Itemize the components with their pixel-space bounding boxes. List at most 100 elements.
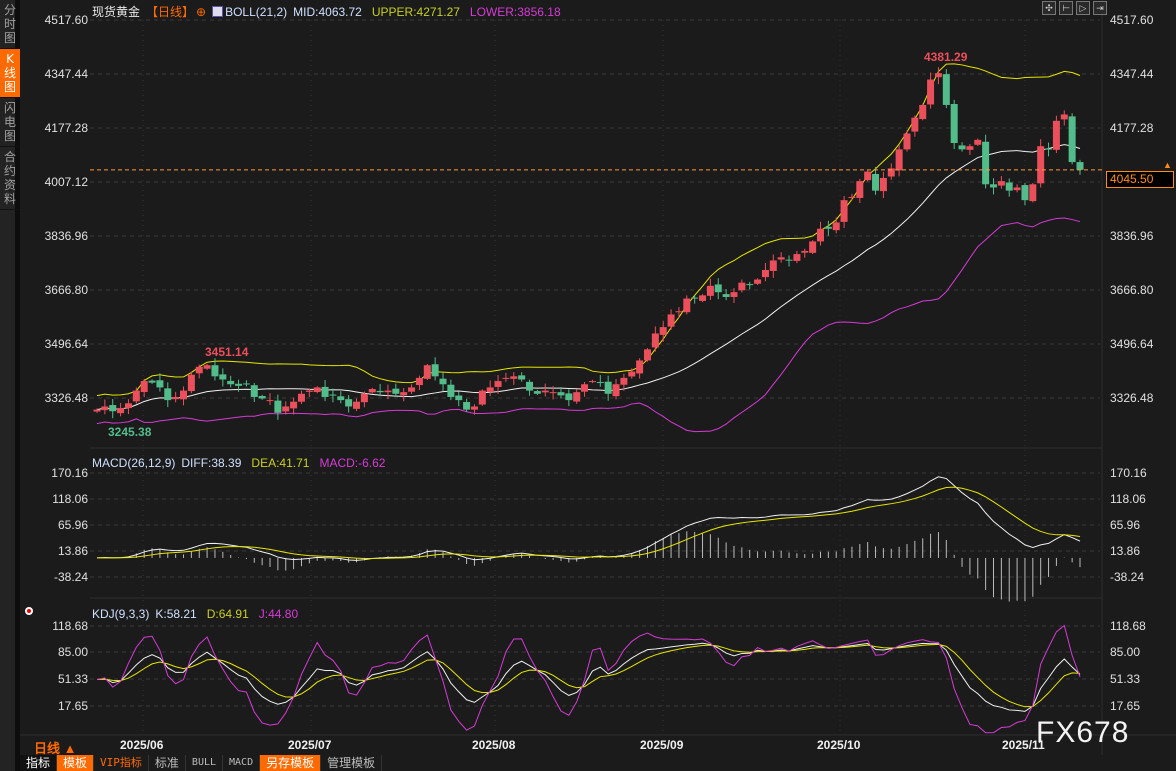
- candle-body: [337, 396, 345, 401]
- y-tick-label: 85.00: [1110, 645, 1141, 659]
- tab-templates[interactable]: 模板: [57, 755, 95, 771]
- candle-body: [699, 295, 707, 301]
- y-tick-label: 65.96: [57, 518, 88, 532]
- y-tick-label: 4177.28: [1110, 121, 1154, 135]
- candle-body: [250, 385, 258, 397]
- candle-body: [628, 371, 636, 377]
- candle-body: [172, 396, 180, 400]
- candle-body: [934, 73, 942, 78]
- y-tick-label: -38.24: [53, 570, 88, 584]
- candle-body: [1037, 146, 1045, 184]
- x-tick-label: 2025/06: [120, 738, 164, 752]
- candle-body: [1029, 184, 1037, 202]
- y-tick-label: 51.33: [57, 672, 88, 686]
- tab-save-template[interactable]: 另存模板: [260, 755, 322, 771]
- add-icon[interactable]: ⊕: [196, 5, 207, 19]
- y-tick-label: 4007.12: [44, 175, 88, 189]
- period-selector[interactable]: 日线 ▲: [34, 741, 77, 756]
- macd-dea-line: [96, 486, 1081, 559]
- candle-body: [848, 196, 856, 198]
- symbol-name: 现货黄金: [92, 5, 141, 19]
- x-tick-label: 2025/08: [472, 738, 516, 752]
- candle-body: [675, 311, 683, 313]
- candle-body: [785, 259, 793, 261]
- y-tick-label: 4177.28: [44, 121, 88, 135]
- x-tick-label: 2025/10: [817, 738, 861, 752]
- indicator-chart-icon[interactable]: [212, 6, 224, 17]
- goto-end-icon[interactable]: ⇥: [1093, 1, 1107, 15]
- candle-body: [533, 391, 541, 394]
- period-tag: 【日线】: [146, 5, 195, 19]
- tab-manage-templates[interactable]: 管理模板: [321, 755, 383, 771]
- candle-body: [187, 374, 195, 392]
- candle-body: [604, 381, 612, 394]
- candle-body: [596, 382, 604, 384]
- candle-body: [478, 390, 486, 405]
- candle-body: [667, 314, 675, 327]
- tab-standard[interactable]: 标准: [148, 755, 186, 771]
- sidebar-item-0[interactable]: 分时图: [0, 0, 20, 49]
- candle-body: [816, 228, 824, 242]
- candle-body: [345, 399, 353, 407]
- tab-vip-indicators[interactable]: VIP指标: [94, 755, 149, 771]
- kdj-label: KDJ(9,3,3): [92, 607, 150, 621]
- crosshair-icon[interactable]: ✣: [1042, 1, 1056, 15]
- candle-body: [486, 387, 494, 393]
- y-tick-label: 17.65: [1110, 699, 1141, 713]
- shift-left-icon[interactable]: ⊢: [1059, 1, 1073, 15]
- candle-body: [840, 200, 848, 222]
- candle-body: [588, 381, 596, 383]
- candle-body: [423, 365, 431, 379]
- tab-bull[interactable]: BULL: [185, 755, 224, 771]
- bottom-tab-bar: 指标 模板 VIP指标 标准 BULL MACD 另存模板 管理模板: [20, 755, 383, 771]
- y-tick-label: 3836.96: [44, 229, 88, 243]
- y-tick-label: 118.68: [1110, 619, 1146, 633]
- sidebar-item-3[interactable]: 合约资料: [0, 147, 20, 210]
- high-annotation: 4381.29: [924, 50, 968, 64]
- kdj-settings-icon[interactable]: [25, 607, 33, 615]
- sidebar-item-char: 时: [3, 17, 16, 31]
- candle-body: [164, 388, 172, 401]
- sidebar-item-2[interactable]: 闪电图: [0, 98, 20, 147]
- macd-label: MACD(26,12,9): [92, 456, 176, 470]
- candle-body: [1052, 120, 1060, 150]
- candle-body: [439, 378, 447, 385]
- y-tick-label: -38.24: [1110, 570, 1145, 584]
- candle-body: [730, 292, 738, 297]
- x-tick-label: 2025/07: [288, 738, 332, 752]
- tab-indicators[interactable]: 指标: [20, 755, 58, 771]
- current-price-tag: 4045.50: [1106, 171, 1174, 188]
- y-tick-label: 13.86: [1110, 544, 1141, 558]
- shift-right-icon[interactable]: ▷: [1076, 1, 1090, 15]
- boll-lower-line: [96, 217, 1081, 433]
- candle-body: [541, 390, 549, 393]
- sidebar-item-char: 约: [3, 164, 16, 178]
- candle-body: [329, 394, 337, 396]
- candle-body: [502, 377, 510, 379]
- candle-body: [93, 409, 101, 412]
- macd-value: MACD:-6.62: [319, 456, 386, 470]
- candle-body: [266, 400, 274, 402]
- sidebar-item-char: 料: [3, 192, 16, 206]
- candle-body: [832, 222, 840, 231]
- candle-body: [565, 393, 573, 401]
- candle-body: [235, 383, 243, 386]
- candle-body: [392, 388, 400, 394]
- y-tick-label: 4347.44: [1110, 67, 1154, 81]
- boll-mid: MID:4063.72: [293, 5, 362, 19]
- y-tick-label: 170.16: [1110, 466, 1147, 480]
- kdj-k: K:58.21: [155, 607, 197, 621]
- candle-body: [1013, 187, 1021, 191]
- y-tick-label: 118.06: [52, 492, 88, 506]
- candle-body: [761, 269, 769, 278]
- candle-body: [982, 141, 990, 185]
- y-tick-label: 3836.96: [1110, 229, 1154, 243]
- candle-body: [824, 226, 832, 229]
- candle-body: [415, 377, 423, 386]
- candle-body: [911, 117, 919, 132]
- tab-macd[interactable]: MACD: [223, 755, 261, 771]
- price-up-arrow-icon: ▲: [1163, 160, 1172, 170]
